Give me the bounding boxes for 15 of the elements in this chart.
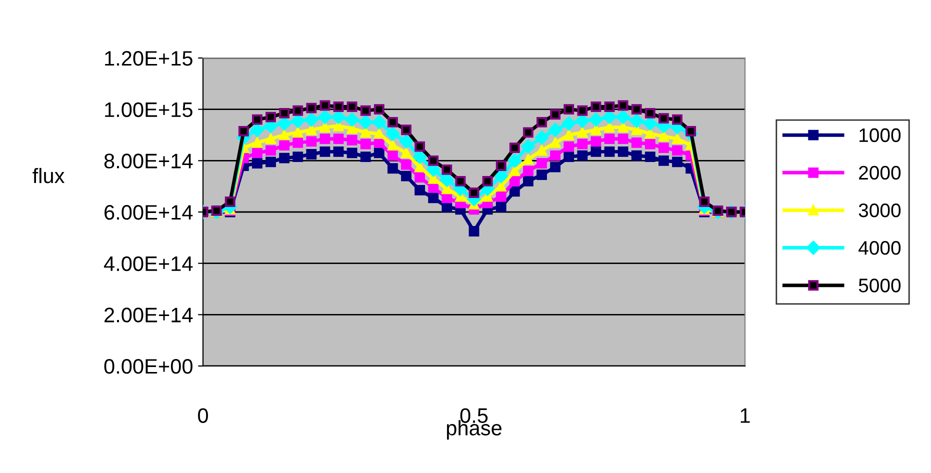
legend-label: 2000 bbox=[859, 166, 901, 180]
legend-label: 1000 bbox=[860, 128, 901, 142]
y-tick-label: 0.00E+00 bbox=[104, 359, 192, 374]
y-tick-label: 8.00E+14 bbox=[104, 154, 193, 168]
legend-label: 3000 bbox=[858, 203, 901, 218]
y-tick-label: 2.00E+14 bbox=[104, 308, 193, 322]
y-tick-label: 4.00E+14 bbox=[104, 256, 193, 272]
x-tick-label: 0 bbox=[198, 408, 208, 423]
legend-label: 5000 bbox=[858, 278, 901, 292]
legend-label: 4000 bbox=[858, 241, 901, 255]
x-tick-label: 1 bbox=[740, 408, 750, 423]
y-tick-label: 6.00E+14 bbox=[104, 205, 193, 220]
y-axis-title: flux bbox=[32, 168, 65, 184]
y-tick-label: 1.00E+15 bbox=[105, 102, 192, 118]
y-tick-label: 1.20E+15 bbox=[105, 51, 192, 66]
